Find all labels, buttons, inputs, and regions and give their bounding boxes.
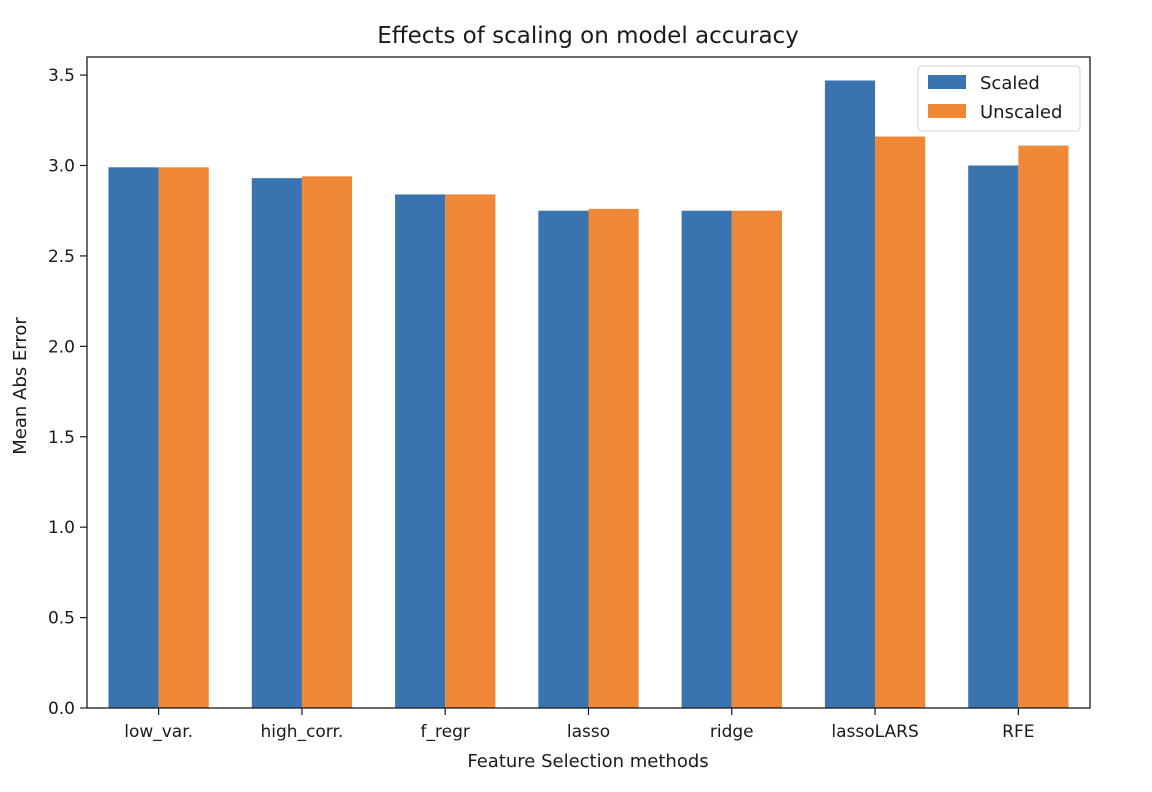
bar-scaled-4 bbox=[538, 210, 589, 709]
y-axis-label: Mean Abs Error bbox=[10, 317, 31, 455]
bar-unscaled-3 bbox=[445, 194, 496, 708]
x-tick-label: f_regr bbox=[421, 722, 470, 742]
y-tick-label: 3.5 bbox=[48, 66, 75, 86]
bar-scaled-3 bbox=[395, 194, 446, 708]
bar-scaled-7 bbox=[968, 165, 1019, 708]
x-tick-label: lasso bbox=[567, 722, 610, 742]
x-axis-label: Feature Selection methods bbox=[467, 751, 708, 772]
legend-label-unscaled: Unscaled bbox=[980, 102, 1062, 123]
y-tick-label: 1.0 bbox=[48, 518, 75, 538]
x-tick-label: lassoLARS bbox=[831, 722, 918, 742]
y-tick-label: 3.0 bbox=[48, 157, 75, 177]
y-tick-label: 0.0 bbox=[48, 699, 75, 719]
bars bbox=[108, 80, 1069, 709]
y-tick-label: 0.5 bbox=[48, 609, 75, 629]
chart-title: Effects of scaling on model accuracy bbox=[377, 23, 799, 49]
plot-frame bbox=[86, 56, 1091, 709]
x-tick-label: ridge bbox=[710, 722, 754, 742]
legend-label-scaled: Scaled bbox=[980, 73, 1040, 94]
bar-scaled-5 bbox=[681, 210, 732, 709]
bar-scaled-6 bbox=[824, 80, 876, 709]
x-tick-label: low_var. bbox=[124, 722, 193, 742]
legend-swatch-scaled bbox=[928, 75, 966, 89]
y-tick-label: 1.5 bbox=[48, 428, 75, 448]
y-tick-label: 2.0 bbox=[48, 337, 75, 357]
bar-scaled-1 bbox=[108, 167, 159, 708]
legend: Scaled Unscaled bbox=[917, 65, 1081, 132]
x-tick-label: RFE bbox=[1002, 722, 1034, 742]
bar-scaled-2 bbox=[251, 178, 302, 709]
x-tick-label: high_corr. bbox=[261, 722, 344, 742]
bar-unscaled-5 bbox=[731, 210, 782, 709]
bar-unscaled-1 bbox=[158, 167, 209, 708]
y-axis-ticks: 0.0 0.5 1.0 1.5 2.0 2.5 3.0 3.5 bbox=[48, 66, 87, 719]
legend-swatch-unscaled bbox=[928, 104, 966, 118]
x-axis-ticks: low_var. high_corr. f_regr lasso ridge lassoL… bbox=[124, 708, 1035, 742]
bar-unscaled-2 bbox=[301, 176, 353, 709]
bar-unscaled-7 bbox=[1018, 145, 1069, 708]
bar-unscaled-4 bbox=[588, 208, 639, 708]
y-tick-label: 2.5 bbox=[48, 247, 75, 267]
bar-unscaled-6 bbox=[875, 136, 926, 709]
